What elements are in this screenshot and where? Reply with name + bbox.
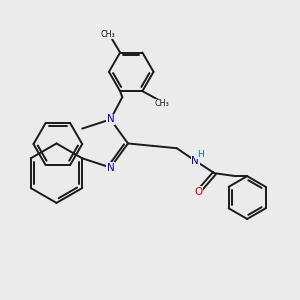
- Text: CH₃: CH₃: [101, 30, 116, 39]
- Text: N: N: [106, 163, 114, 172]
- Text: CH₃: CH₃: [154, 99, 169, 108]
- Text: O: O: [195, 187, 203, 196]
- Text: N: N: [106, 114, 114, 124]
- Text: H: H: [197, 150, 204, 159]
- Text: N: N: [191, 156, 199, 166]
